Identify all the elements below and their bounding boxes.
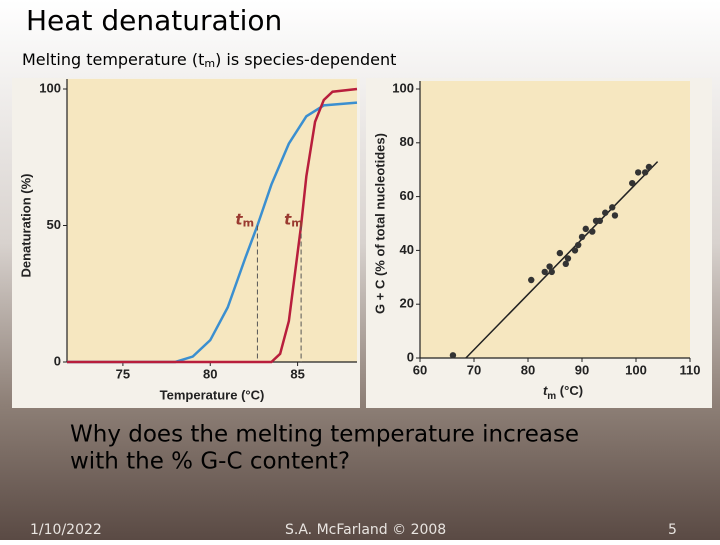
x-label-sub: m [547, 391, 556, 402]
subtitle-sub: m [204, 57, 215, 70]
x-tick-label: 100 [625, 362, 647, 377]
y-axis-label: Denaturation (%) [18, 174, 33, 278]
point [449, 352, 457, 359]
y-tick-label: 0 [54, 353, 61, 368]
footer-page: 5 [668, 522, 677, 538]
y-tick-label: 100 [39, 80, 61, 95]
point [611, 212, 619, 219]
y-tick-label: 20 [400, 296, 414, 311]
fit-line [465, 161, 659, 359]
x-label-t: t [543, 383, 548, 398]
y-tick-label: 60 [400, 188, 414, 203]
tm-m: m [243, 217, 254, 230]
point [546, 263, 553, 270]
question: with the % G-C content? [70, 449, 350, 475]
subtitle-text: ) is species-dependent [215, 50, 396, 69]
subtitle: Melting temperature (tm) is species-depe… [22, 50, 396, 71]
tm-label: tm [235, 210, 254, 230]
x-tick-label: 85 [290, 366, 304, 381]
point [548, 268, 555, 276]
x-tick-label: 110 [680, 362, 701, 377]
point [575, 241, 582, 249]
tm-t: t [235, 210, 243, 228]
x-tick-label: 75 [116, 366, 130, 381]
tm-t: t [284, 210, 292, 228]
y-axis-label: G + C (% of total nucleotides) [372, 133, 387, 314]
tm-label: tm [284, 210, 303, 230]
point [596, 217, 604, 225]
curve [67, 101, 358, 364]
x-axis-label: tm (°C) [543, 383, 583, 401]
tm-m: m [291, 217, 302, 230]
y-tick-label: 50 [47, 217, 61, 232]
plot-area [420, 81, 690, 358]
point [645, 163, 653, 171]
x-axis-label: Temperature (°C) [160, 387, 265, 402]
footer-date: 1/10/2022 [30, 522, 102, 538]
y-tick-label: 0 [407, 349, 414, 364]
point [602, 209, 609, 216]
footer-author: S.A. McFarland © 2008 [285, 522, 446, 538]
x-tick-label: 70 [467, 362, 481, 377]
point [609, 204, 616, 211]
point [571, 247, 579, 254]
y-tick-label: 100 [392, 80, 414, 95]
point [641, 169, 649, 176]
slide-title: Heat denaturation [26, 4, 282, 37]
point [578, 233, 586, 241]
x-label-rest: (°C) [556, 383, 583, 398]
y-tick-label: 40 [400, 242, 414, 257]
point [629, 179, 636, 187]
plot-area [67, 79, 357, 362]
subtitle-text: Melting temperature (t [22, 50, 204, 69]
point [541, 268, 548, 276]
y-tick-label: 80 [400, 134, 414, 149]
point [564, 255, 572, 262]
x-tick-label: 90 [575, 362, 589, 377]
x-tick-label: 60 [413, 362, 427, 377]
point [589, 228, 596, 235]
point [582, 225, 589, 233]
point [634, 169, 642, 176]
point [562, 260, 569, 268]
question: Why does the melting temperature increas… [70, 422, 579, 448]
point [556, 249, 564, 257]
point [528, 276, 535, 284]
x-tick-label: 80 [521, 362, 535, 377]
x-tick-label: 80 [203, 366, 217, 381]
